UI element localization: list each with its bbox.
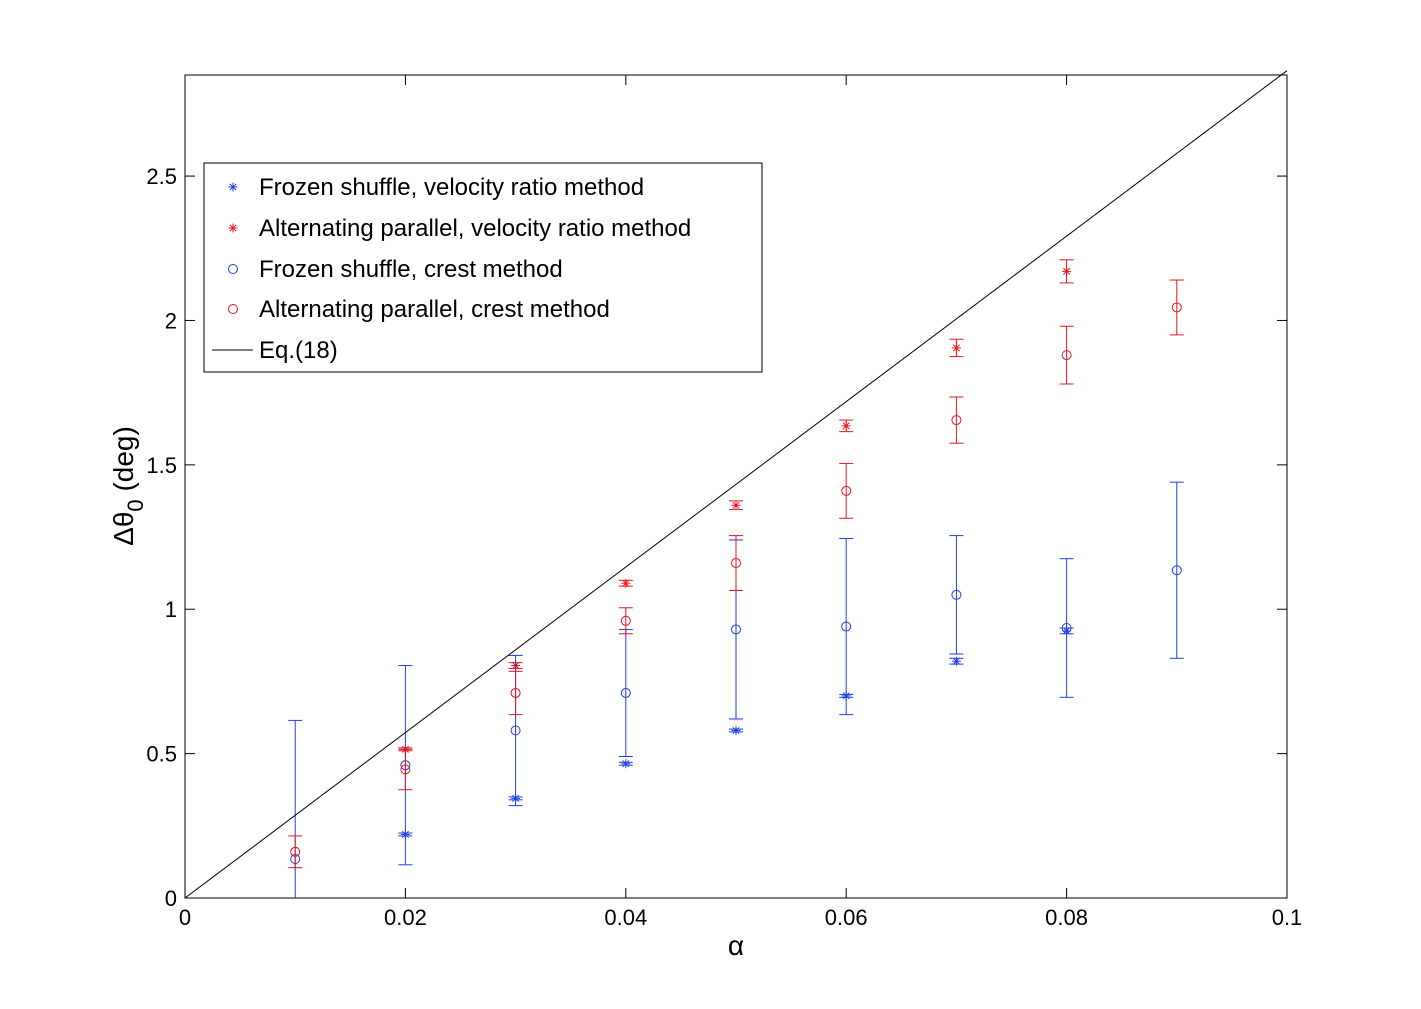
legend-item: Alternating parallel, crest method [228, 296, 610, 323]
data-point [841, 485, 852, 496]
series-5 [184, 70, 1288, 899]
legend-marker [228, 223, 238, 233]
legend-label: Frozen shuffle, velocity ratio method [259, 174, 644, 201]
data-point [951, 343, 961, 353]
data-point [621, 578, 631, 588]
y-axis-label-unit: (deg) [108, 426, 139, 499]
plot-frame [184, 74, 1288, 899]
x-tick-label: 0 [179, 905, 191, 930]
y-tick-label: 1.5 [146, 453, 177, 478]
y-axis-label: Δθ0 (deg) [108, 426, 148, 546]
x-tick-label: 0.1 [1272, 905, 1303, 930]
data-point [951, 415, 962, 426]
x-axis: 0 0.02 0.04 0.06 0.08 0.1 [179, 75, 1302, 930]
data-point [1061, 622, 1072, 633]
data-point [1062, 266, 1072, 276]
data-point [1171, 565, 1182, 576]
legend: Frozen shuffle, velocity ratio method Alt… [203, 162, 763, 373]
data-point [1061, 350, 1072, 361]
data-point [400, 764, 411, 775]
data-point [290, 846, 301, 857]
legend-box [203, 162, 763, 373]
y-tick-label: 2 [165, 308, 177, 333]
legend-marker [228, 304, 238, 314]
reference-line [184, 70, 1288, 899]
data-point [731, 726, 741, 736]
y-axis-label-main: Δθ [108, 512, 139, 546]
data-point [510, 687, 521, 698]
y-axis-label-subscript: 0 [123, 499, 148, 511]
legend-marker [228, 264, 238, 274]
data-point [731, 624, 741, 635]
y-tick-label: 0 [165, 886, 177, 911]
x-axis-label: α [728, 930, 744, 961]
series-4 [288, 279, 1184, 869]
data-point [620, 615, 631, 626]
plot-area [184, 70, 1288, 899]
x-tick-label: 0.06 [825, 905, 868, 930]
data-point [841, 421, 851, 431]
data-point [620, 687, 631, 698]
legend-item: Alternating parallel, velocity ratio met… [228, 215, 691, 242]
data-point [951, 656, 961, 666]
legend-item: Eq.(18) [212, 337, 338, 364]
legend-label: Frozen shuffle, crest method [259, 256, 563, 283]
series-3 [288, 481, 1184, 898]
data-point [841, 621, 852, 632]
y-axis: 0 0.5 1 1.5 2 2.5 [146, 164, 1287, 911]
x-tick-label: 0.02 [384, 905, 427, 930]
legend-label: Eq.(18) [259, 337, 338, 364]
data-point [1171, 302, 1182, 313]
y-tick-label: 1 [165, 597, 177, 622]
legend-item: Frozen shuffle, crest method [228, 256, 563, 283]
legend-item: Frozen shuffle, velocity ratio method [228, 174, 644, 201]
data-point [621, 759, 631, 769]
data-point [510, 725, 521, 736]
data-point [731, 558, 741, 569]
data-point [951, 589, 962, 600]
legend-label: Alternating parallel, velocity ratio met… [259, 215, 691, 242]
data-point [731, 500, 741, 510]
y-tick-label: 2.5 [146, 164, 177, 189]
legend-marker [228, 182, 238, 192]
legend-label: Alternating parallel, crest method [259, 296, 610, 323]
y-tick-label: 0.5 [146, 742, 177, 767]
x-tick-label: 0.08 [1045, 905, 1088, 930]
x-tick-label: 0.04 [604, 905, 647, 930]
